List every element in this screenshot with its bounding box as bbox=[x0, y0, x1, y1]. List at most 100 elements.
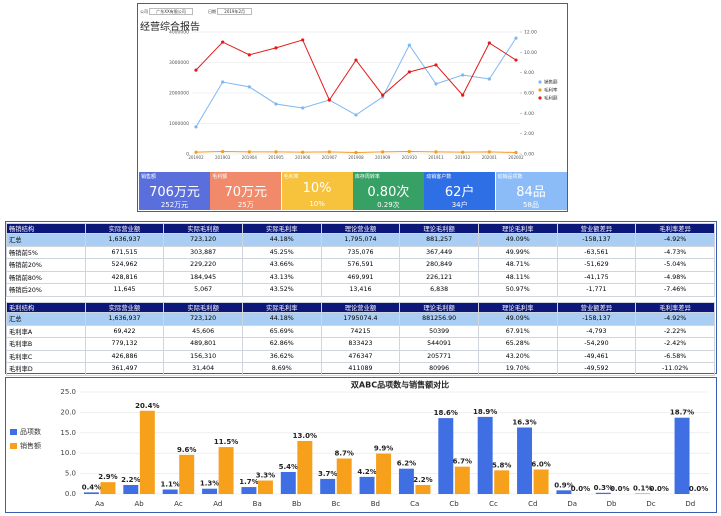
table-row: 畅销前80% 428,816 184,945 43.13% 469,991 226,121… bbox=[6, 270, 715, 284]
table-cell: 汇总 bbox=[6, 312, 86, 326]
table-cell: 毛利率D bbox=[6, 362, 86, 376]
table-cell: -63,561 bbox=[556, 245, 637, 259]
table-cell: -6.58% bbox=[635, 349, 715, 363]
header-cell: 理论毛利额 bbox=[399, 302, 479, 313]
table-cell: 1,795,074 bbox=[320, 233, 401, 247]
filter-date[interactable]: 日期 2019年2月 bbox=[208, 8, 253, 15]
data-table: 毛利结构 实际营业额 实际毛利额 实际毛利率 理论营业额 理论毛利额 理论毛利率 营业额差异毛… bbox=[6, 302, 715, 376]
header-row: 畅销结构 实际营业额 实际毛利额 实际毛利率 理论营业额 理论毛利额 理论毛利率 营业额差异毛… bbox=[6, 223, 715, 234]
filter-value: 2019年2月 bbox=[217, 8, 253, 15]
table-cell: 43.20% bbox=[477, 349, 558, 363]
kpi-sub: 25万 bbox=[237, 201, 254, 209]
kpi-value: 70万元 bbox=[224, 185, 268, 200]
table-cell: 62.86% bbox=[241, 337, 322, 351]
table-cell: 6,838 bbox=[399, 283, 479, 297]
table-cell: 735,076 bbox=[320, 245, 401, 259]
kpi-tile: 库存周转率 0.80次 0.29次 bbox=[352, 172, 424, 210]
table-cell: 205771 bbox=[399, 349, 479, 363]
table-cell: 723,120 bbox=[163, 312, 243, 326]
table-cell: 1795074.4 bbox=[320, 312, 401, 326]
kpi-label: 动销客户数 bbox=[426, 174, 452, 180]
header-cell: 毛利结构 bbox=[6, 302, 86, 313]
table-cell: 31,404 bbox=[163, 362, 243, 376]
table-cell: -49,461 bbox=[556, 349, 637, 363]
kpi-label: 动销品项数 bbox=[497, 174, 523, 180]
header-cell: 毛利率差异 bbox=[635, 223, 715, 234]
table-cell: 411089 bbox=[320, 362, 401, 376]
data-table: 畅销结构 实际营业额 实际毛利额 实际毛利率 理论营业额 理论毛利额 理论毛利率 营业额差异毛… bbox=[6, 223, 715, 297]
kpi-sub: 252万元 bbox=[160, 201, 189, 209]
table-cell: -1,771 bbox=[556, 283, 637, 297]
table-row: 毛利率A 69,422 45,606 65.69% 74215 50399 67.91% -4… bbox=[6, 324, 715, 338]
table-cell: -54,290 bbox=[556, 337, 637, 351]
table-cell: 44.18% bbox=[241, 312, 322, 326]
table-cell: -158,137 bbox=[556, 233, 637, 247]
table-cell: 67.91% bbox=[477, 324, 558, 338]
header-cell: 理论毛利额 bbox=[399, 223, 479, 234]
table-cell: -49,592 bbox=[556, 362, 637, 376]
table-cell: 426,886 bbox=[84, 349, 165, 363]
header-cell: 毛利率差异 bbox=[635, 302, 715, 313]
kpi-tile: 毛利额 70万元 25万 bbox=[210, 172, 282, 210]
header-cell: 理论营业额 bbox=[320, 223, 401, 234]
table-cell: 229,220 bbox=[163, 258, 243, 272]
table-cell: 畅销前20% bbox=[6, 258, 86, 272]
filter-label: 日期 bbox=[208, 9, 216, 14]
table-cell: 489,801 bbox=[163, 337, 243, 351]
table-cell: 45.25% bbox=[241, 245, 322, 259]
header-cell: 实际毛利率 bbox=[241, 223, 322, 234]
table-cell: 1,636,937 bbox=[84, 233, 165, 247]
kpi-sub: 10% bbox=[309, 200, 325, 208]
table-cell: 43.13% bbox=[241, 270, 322, 284]
kpi-value: 706万元 bbox=[149, 185, 200, 200]
table-cell: 881,257 bbox=[399, 233, 479, 247]
table-cell: 毛利率A bbox=[6, 324, 86, 338]
table-cell: 576,591 bbox=[320, 258, 401, 272]
kpi-sub: 58品 bbox=[523, 201, 539, 209]
table-cell: 476347 bbox=[320, 349, 401, 363]
table-cell: -41,175 bbox=[556, 270, 637, 284]
header-cell: 理论营业额 bbox=[320, 302, 401, 313]
kpi-tile: 动销客户数 62户 34户 bbox=[424, 172, 496, 210]
table-cell: -4.92% bbox=[635, 312, 715, 326]
table-cell: 881256.90 bbox=[399, 312, 479, 326]
kpi-value: 10% bbox=[302, 181, 332, 196]
table-cell: 毛利率C bbox=[6, 349, 86, 363]
table-cell: 671,515 bbox=[84, 245, 165, 259]
table-cell: 779,132 bbox=[84, 337, 165, 351]
filter-company[interactable]: 公司 广东XX有限公司 bbox=[140, 8, 193, 15]
table-cell: 1,636,937 bbox=[84, 312, 165, 326]
table-cell: 156,310 bbox=[163, 349, 243, 363]
table-cell: 49.09% bbox=[477, 233, 558, 247]
table-cell: -4.73% bbox=[635, 245, 715, 259]
table-cell: -11.02% bbox=[635, 362, 715, 376]
table-cell: 184,945 bbox=[163, 270, 243, 284]
header-row: 毛利结构 实际营业额 实际毛利额 实际毛利率 理论营业额 理论毛利额 理论毛利率 营业额差异毛… bbox=[6, 302, 715, 313]
table-cell: 544091 bbox=[399, 337, 479, 351]
header-cell: 营业额差异 bbox=[556, 302, 637, 313]
table-cell: -4.98% bbox=[635, 270, 715, 284]
kpi-value: 84品 bbox=[516, 185, 546, 200]
header-cell: 理论毛利率 bbox=[477, 223, 558, 234]
kpi-label: 毛利率 bbox=[283, 174, 299, 180]
header-cell: 畅销结构 bbox=[6, 223, 86, 234]
table-cell: -2.22% bbox=[635, 324, 715, 338]
table-cell: 367,449 bbox=[399, 245, 479, 259]
kpi-tile: 毛利率 10% 10% bbox=[281, 172, 353, 210]
table-cell: 49.99% bbox=[477, 245, 558, 259]
kpi-tile: 动销品项数 84品 58品 bbox=[495, 172, 567, 210]
table-cell: 毛利率B bbox=[6, 337, 86, 351]
table-cell: -158,137 bbox=[556, 312, 637, 326]
table-cell: -4,793 bbox=[556, 324, 637, 338]
kpi-sub: 34户 bbox=[451, 201, 468, 209]
kpi-label: 库存周转率 bbox=[354, 174, 380, 180]
filter-value: 广东XX有限公司 bbox=[149, 8, 193, 15]
table-cell: 524,962 bbox=[84, 258, 165, 272]
table-cell: 19.70% bbox=[477, 362, 558, 376]
kpi-value: 62户 bbox=[444, 185, 475, 200]
table-cell: -51,629 bbox=[556, 258, 637, 272]
table-cell: 49.09% bbox=[477, 312, 558, 326]
table-cell: -4.92% bbox=[635, 233, 715, 247]
filter-label: 公司 bbox=[140, 9, 148, 14]
